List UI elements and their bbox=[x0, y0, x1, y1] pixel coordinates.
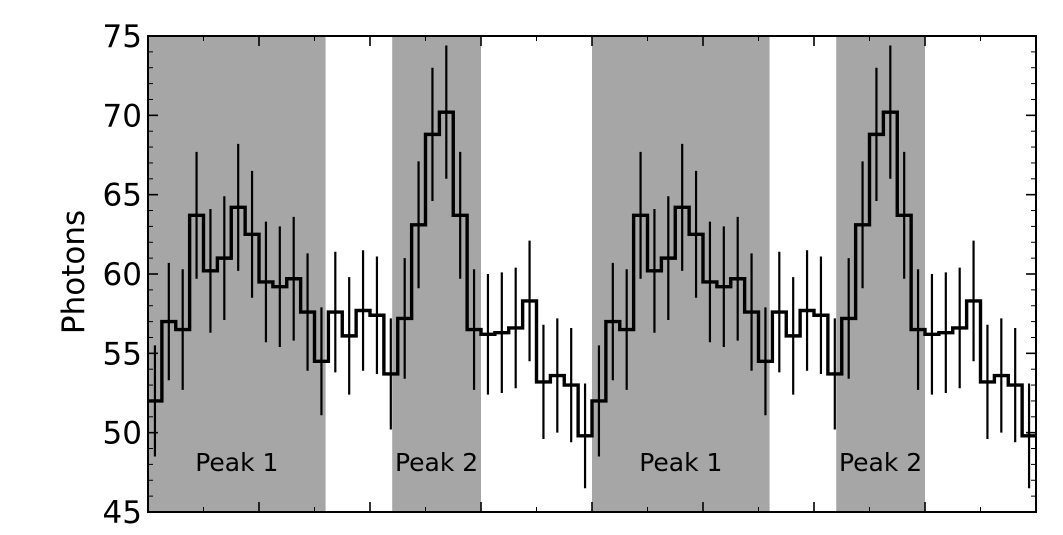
step-line bbox=[148, 110, 1036, 438]
y-axis-ticks: 45 50 55 60 65 70 75 bbox=[103, 19, 1036, 531]
peak-labels-layer: Peak 1 Peak 2 Peak 1 Peak 2 bbox=[195, 448, 922, 477]
peak-label-1: Peak 1 bbox=[195, 448, 278, 477]
peak-region-3 bbox=[592, 36, 770, 512]
y-tick-label: 45 bbox=[103, 495, 142, 531]
light-curve-series bbox=[148, 45, 1036, 489]
peak-label-4: Peak 2 bbox=[839, 448, 922, 477]
y-axis-label: Photons bbox=[56, 210, 92, 334]
x-axis-ticks bbox=[203, 36, 981, 512]
y-tick-label: 65 bbox=[103, 178, 142, 214]
peak-shading-layer bbox=[148, 36, 925, 512]
peak-label-2: Peak 2 bbox=[395, 448, 478, 477]
y-tick-label: 60 bbox=[103, 257, 142, 293]
y-tick-label: 55 bbox=[103, 336, 142, 372]
peak-label-3: Peak 1 bbox=[639, 448, 722, 477]
y-tick-label: 75 bbox=[103, 19, 142, 55]
peak-region-1 bbox=[148, 36, 326, 512]
y-tick-label: 70 bbox=[103, 98, 142, 134]
y-tick-label: 50 bbox=[103, 416, 142, 452]
